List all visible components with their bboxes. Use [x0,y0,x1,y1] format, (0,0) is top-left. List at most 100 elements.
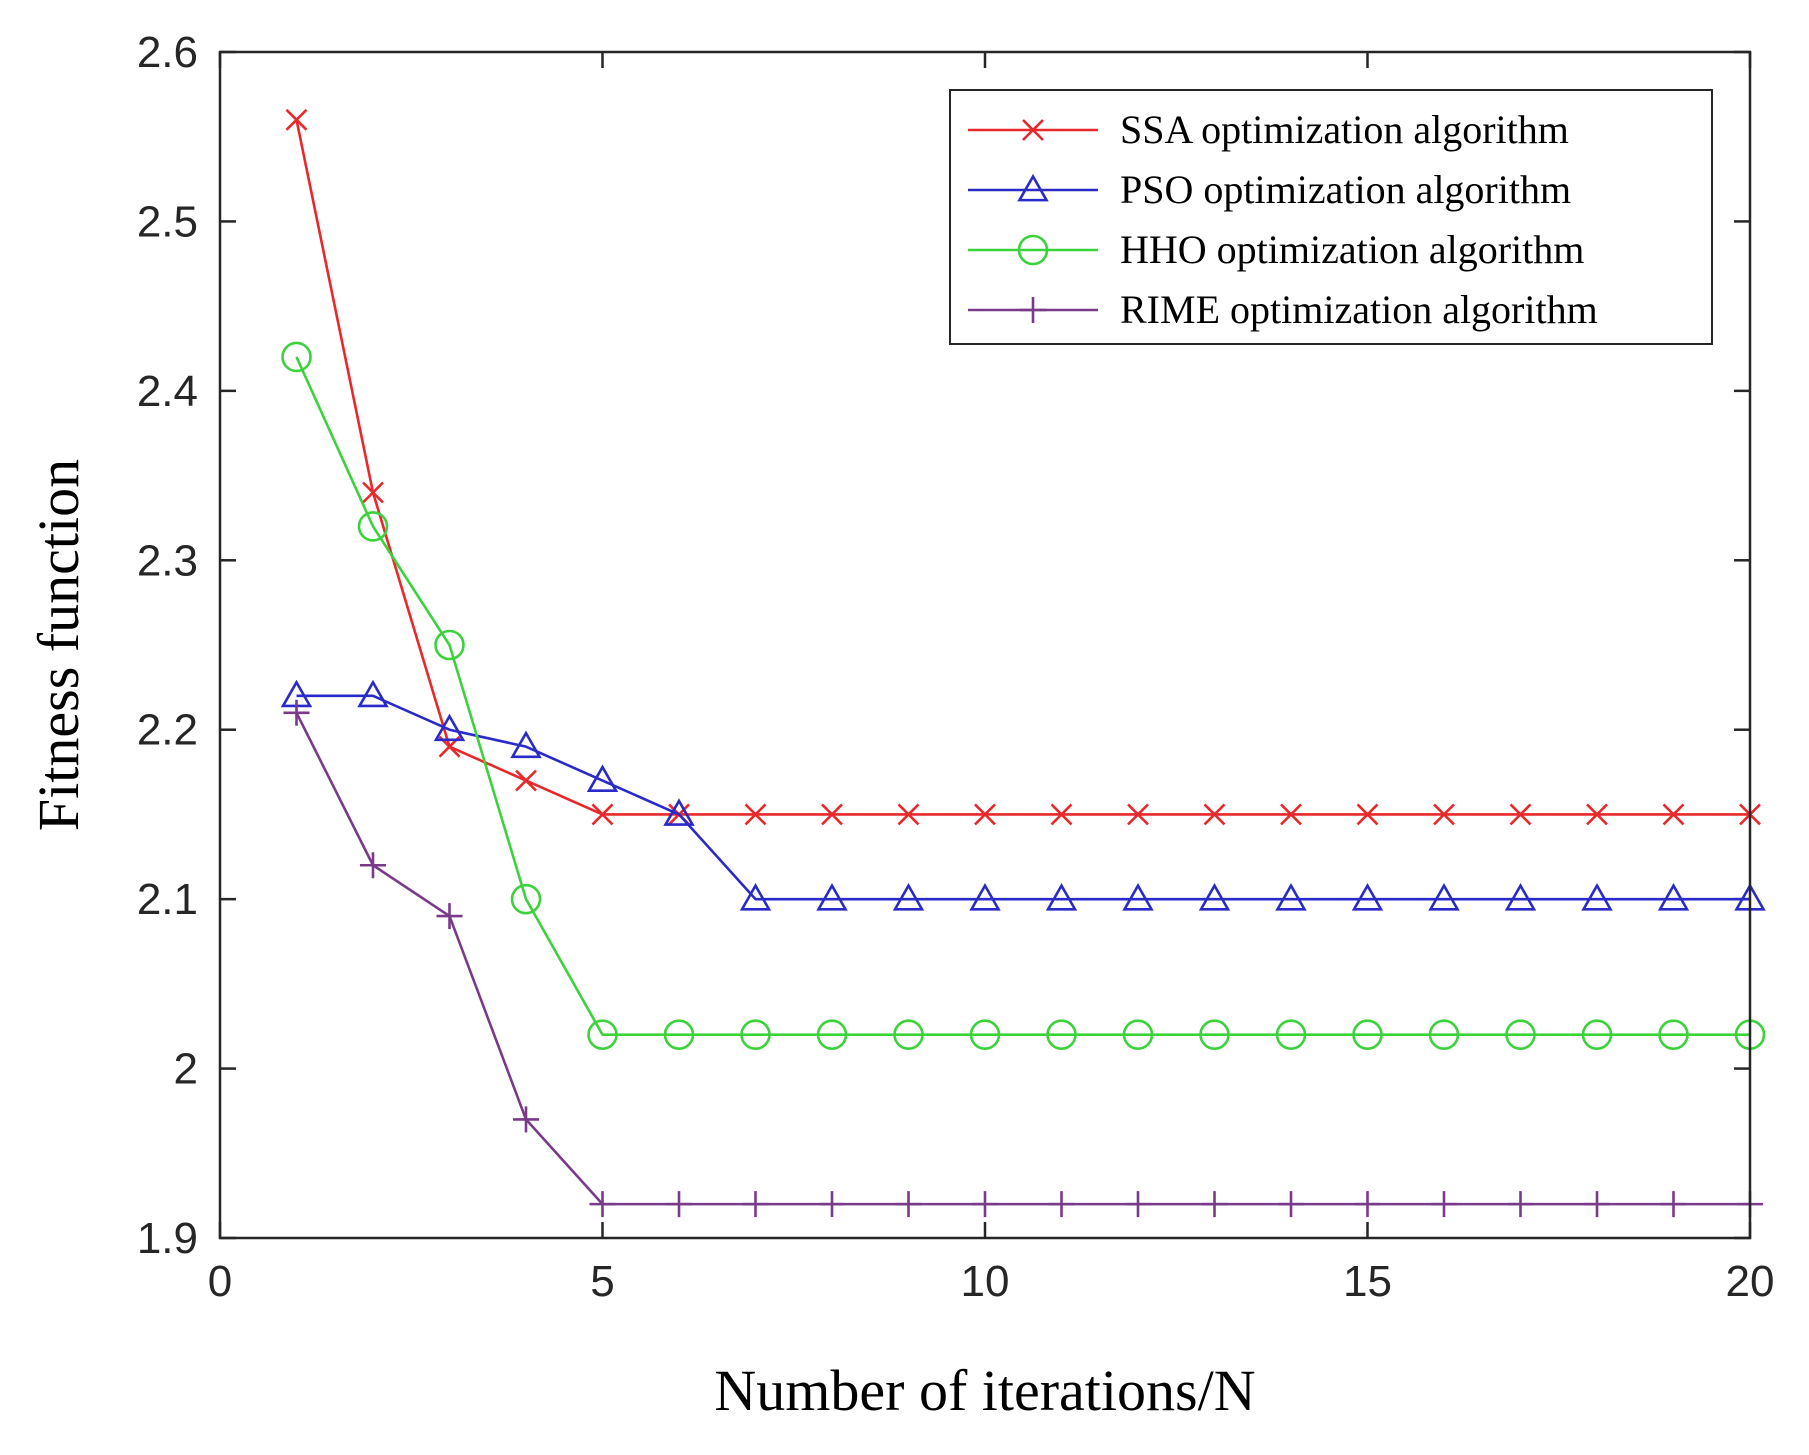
circle-marker [357,511,389,542]
triangle-marker [892,883,925,911]
circle-marker [434,629,465,661]
circle-marker [1046,1019,1077,1050]
x-marker [974,803,996,826]
circle-marker [1581,1019,1613,1050]
x-tick-label: 20 [1726,1257,1775,1306]
legend-item-ssa: SSA optimization algorithm [968,107,1569,152]
plus-marker [589,1191,616,1218]
circle-marker [587,1019,618,1050]
plus-marker [283,699,310,726]
circle-marker [893,1019,924,1050]
triangle-marker [1428,883,1460,911]
triangle-marker [433,713,466,742]
circle-marker [1017,234,1049,266]
plus-marker [1660,1191,1687,1218]
x-marker [1022,119,1044,141]
circle-marker [740,1019,771,1050]
plus-marker [1431,1191,1457,1218]
ticks-layer: 0 5 10 15 20 1.9 2 2.1 2.2 2.3 2.4 2.5 2.6 [137,28,1775,1306]
y-tick-label: 1.9 [137,1214,198,1263]
plus-marker [819,1191,845,1218]
x-marker [1127,803,1149,826]
legend-label: PSO optimization algorithm [1120,167,1571,212]
circle-marker [281,341,312,373]
x-marker [1280,803,1302,826]
triangle-marker [1351,883,1384,911]
plus-marker [1020,297,1046,323]
x-tick-label: 10 [961,1257,1010,1306]
circle-marker [1275,1019,1307,1050]
triangle-marker [1504,883,1537,911]
series-line-ssa [295,119,1750,816]
circle-marker [510,883,542,915]
circle-marker [1199,1019,1230,1050]
plot-frame [218,50,1752,1240]
triangle-marker [1198,883,1231,911]
circle-marker [1428,1019,1460,1050]
triangle-marker [510,730,542,759]
plus-marker [666,1191,692,1218]
x-tick-label: 15 [1343,1257,1392,1306]
x-axis-title: Number of iterations/N [714,1358,1255,1423]
triangle-marker [586,764,619,792]
circle-marker [663,1019,695,1050]
legend-item-pso: PSO optimization algorithm [968,167,1571,212]
legend: SSA optimization algorithm PSO optimizati… [949,89,1713,345]
series-line-pso [296,694,1750,901]
legend-box [949,89,1713,345]
plus-marker [742,1191,769,1218]
triangle-marker [357,679,389,708]
x-marker [362,481,384,504]
y-tick-label: 2.2 [137,706,198,755]
plus-marker [360,852,386,879]
circle-marker [1122,1019,1154,1050]
circle-marker [1658,1019,1689,1050]
y-tick-label: 2.3 [137,536,198,585]
plus-marker [436,903,463,930]
plus-marker [1584,1191,1610,1218]
triangle-marker [1045,883,1078,911]
y-tick-label: 2 [174,1045,198,1094]
plus-marker [1048,1191,1075,1218]
y-tick-label: 2.1 [137,875,198,924]
x-marker [821,803,843,826]
x-marker [285,108,308,131]
triangle-marker [1657,883,1690,911]
series-layer [280,108,1766,1218]
x-marker [744,803,767,826]
y-axis-title: Fitness function [26,459,91,831]
triangle-marker [969,883,1001,911]
x-marker [1433,803,1455,826]
plus-marker [895,1191,922,1218]
plus-marker [972,1191,998,1218]
circle-marker [816,1019,848,1050]
legend-label: SSA optimization algorithm [1120,107,1569,152]
series-pso [280,679,1766,911]
x-marker [1050,803,1073,826]
series-ssa [285,108,1761,826]
plus-marker [513,1106,539,1133]
series-rime [283,699,1763,1218]
circle-marker [1505,1019,1536,1050]
x-marker [591,803,614,826]
plus-marker [1201,1191,1228,1218]
triangle-marker [1275,883,1307,911]
x-tick-label: 0 [208,1257,232,1306]
x-marker [1356,803,1379,826]
legend-rows: SSA optimization algorithm PSO optimizati… [968,107,1598,332]
x-marker [1586,803,1608,826]
x-marker [1203,803,1226,826]
triangle-marker [1017,173,1049,202]
plus-marker [1354,1191,1381,1218]
plus-marker [1507,1191,1534,1218]
legend-item-hho: HHO optimization algorithm [968,227,1584,272]
circle-marker [969,1019,1001,1050]
triangle-marker [1581,883,1613,911]
triangle-marker [816,883,848,911]
x-marker [515,769,537,792]
legend-label: RIME optimization algorithm [1120,287,1598,332]
legend-label: HHO optimization algorithm [1120,227,1584,272]
plus-marker [1278,1191,1304,1218]
y-tick-label: 2.6 [137,28,198,77]
